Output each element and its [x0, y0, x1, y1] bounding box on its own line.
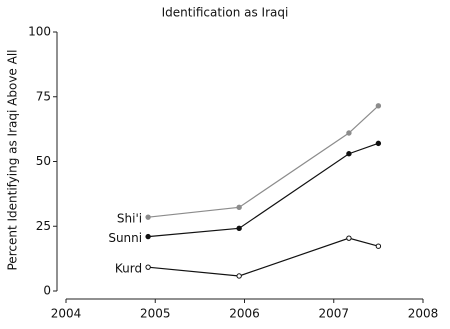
data-point [346, 151, 352, 157]
series-label: Sunni [108, 231, 142, 245]
y-tick-label: 0 [43, 284, 51, 298]
series-line [148, 105, 379, 218]
data-point [346, 130, 352, 136]
series-line [148, 237, 379, 277]
series-label: Shi'i [117, 212, 142, 226]
data-point [236, 204, 242, 211]
data-point [346, 235, 352, 241]
data-point [236, 273, 242, 279]
data-point [375, 243, 382, 249]
x-tick-label: 2005 [140, 307, 171, 321]
y-tick-label: 100 [28, 25, 51, 39]
x-tick-label: 2004 [51, 307, 82, 321]
data-point [145, 214, 151, 220]
series-label: Kurd [115, 262, 142, 276]
data-point [375, 103, 382, 109]
x-tick-label: 2006 [229, 307, 260, 321]
series-line [148, 142, 379, 238]
data-point [236, 225, 242, 232]
y-tick-label: 25 [36, 219, 51, 233]
data-point [145, 264, 151, 270]
x-tick-label: 2007 [318, 307, 349, 321]
data-point [145, 233, 151, 240]
y-tick-label: 75 [36, 89, 51, 103]
chart-title: Identification as Iraqi [162, 6, 289, 20]
x-tick-label: 2008 [408, 307, 439, 321]
data-point [375, 140, 382, 147]
y-tick-label: 50 [36, 154, 51, 168]
y-axis-label: Percent Identifying as Iraqi Above All [6, 50, 20, 271]
